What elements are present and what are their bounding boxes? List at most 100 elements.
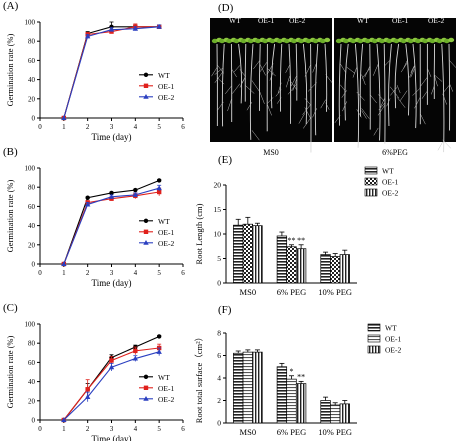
legend-marker-b-oe-1 xyxy=(143,229,149,234)
root-1-3 xyxy=(359,43,364,117)
data-point-b-wt-4 xyxy=(133,187,138,193)
lateral-root-0-11-2 xyxy=(287,84,297,95)
legend-marker-c-oe-1 xyxy=(143,385,149,390)
lateral-root-0-5-1 xyxy=(251,130,260,141)
bar-f-ms0-oe-1 xyxy=(242,351,253,424)
y-tick-label-e-20: 20 xyxy=(214,181,222,190)
legend-swatch-e-oe-1 xyxy=(364,177,378,186)
lateral-root-1-9-0 xyxy=(399,90,408,102)
cotyledon-right-0-15 xyxy=(324,37,331,43)
lateral-root-0-14-1 xyxy=(307,82,317,92)
legend-marker-a-oe-1 xyxy=(143,83,149,88)
y-tick-label-b-20: 20 xyxy=(28,241,36,249)
data-point-a-oe-2-1 xyxy=(61,115,67,120)
lateral-root-1-14-1 xyxy=(442,139,452,149)
x-tick-label-b-0: 0 xyxy=(38,269,42,277)
x-tick-label-f-10-peg: 10% PEG xyxy=(318,427,352,437)
legend-label-b-oe-2: OE-2 xyxy=(158,239,174,248)
x-tick-label-b-4: 4 xyxy=(134,269,138,277)
x-tick-label-f-6-peg: 6% PEG xyxy=(277,427,307,437)
legend-label-c-wt: WT xyxy=(158,373,170,382)
lateral-root-1-1-2 xyxy=(342,101,348,112)
bar-f-6-peg-wt xyxy=(276,366,288,424)
series-line-a-wt xyxy=(63,26,160,119)
x-tick-label-f-ms0: MS0 xyxy=(240,427,257,437)
lateral-root-0-4-2 xyxy=(240,76,246,85)
lateral-root-0-6-0 xyxy=(259,92,265,104)
legend-swatch-e-oe-2 xyxy=(364,188,378,197)
lateral-root-1-4-0 xyxy=(361,67,371,79)
legend-marker-a-oe-2 xyxy=(143,94,149,99)
legend-label-b-oe-1: OE-1 xyxy=(158,228,174,237)
root-1-2 xyxy=(354,43,360,148)
legend-label-a-oe-1: OE-1 xyxy=(158,82,174,91)
lateral-root-0-3-2 xyxy=(233,65,241,73)
lateral-root-0-10-0 xyxy=(289,80,298,91)
root-1-6 xyxy=(383,43,386,144)
y-tick-label-a-40: 40 xyxy=(28,76,36,84)
x-axis-title-c: Time (day) xyxy=(92,434,132,441)
significance-mark-e-0: ** xyxy=(288,236,296,245)
root-0-4 xyxy=(244,43,247,102)
lateral-root-1-14-0 xyxy=(437,141,443,151)
root-0-11 xyxy=(295,43,298,101)
data-point-b-oe-1-5 xyxy=(156,189,162,195)
lateral-root-0-10-1 xyxy=(286,75,290,88)
x-tick-label-a-1: 1 xyxy=(62,123,66,131)
data-point-c-wt-5 xyxy=(156,334,162,339)
legend-swatch-f-oe-2 xyxy=(367,345,381,354)
panel-label-b: (B) xyxy=(3,146,18,158)
root-1-9 xyxy=(405,43,410,116)
bar-e-ms0-wt xyxy=(233,224,244,284)
lateral-root-0-3-1 xyxy=(232,83,241,94)
y-tick-label-c-100: 100 xyxy=(25,321,36,329)
condition-label-peg: 6%PEG xyxy=(382,148,408,157)
x-tick-label-b-1: 1 xyxy=(62,269,66,277)
lateral-root-1-5-2 xyxy=(372,63,379,76)
lateral-root-0-7-1 xyxy=(259,61,268,72)
y-tick-label-c-0: 0 xyxy=(32,417,36,425)
legend-label-c-oe-2: OE-2 xyxy=(158,395,174,404)
root-0-9 xyxy=(279,43,283,112)
y-tick-label-a-20: 20 xyxy=(28,95,36,103)
root-0-6 xyxy=(258,43,261,111)
lateral-root-0-1-2 xyxy=(214,67,224,75)
lateral-root-1-3-1 xyxy=(361,74,366,85)
root-1-5 xyxy=(376,43,381,141)
legend-marker-a-wt xyxy=(143,72,149,78)
data-point-b-wt-2 xyxy=(85,195,90,200)
y-tick-label-b-100: 100 xyxy=(25,165,36,173)
legend-swatch-f-wt xyxy=(367,323,381,332)
y-tick-label-a-80: 80 xyxy=(28,38,36,46)
lateral-root-1-15-1 xyxy=(442,85,450,93)
y-axis-title-a: Germination rate (%) xyxy=(5,33,15,106)
y-tick-label-b-0: 0 xyxy=(32,261,36,269)
x-tick-label-b-2: 2 xyxy=(86,269,90,277)
lateral-root-1-8-2 xyxy=(390,87,398,96)
root-0-14 xyxy=(314,43,319,136)
legend-label-e-wt: WT xyxy=(382,167,394,176)
data-point-c-oe-1-3 xyxy=(109,358,114,363)
lateral-root-0-14-0 xyxy=(312,108,317,118)
data-point-c-oe-2-5 xyxy=(156,349,162,354)
lateral-root-1-12-1 xyxy=(427,68,432,78)
lateral-root-1-3-0 xyxy=(361,108,370,119)
lateral-root-1-0-0 xyxy=(340,84,346,92)
lateral-root-0-13-0 xyxy=(303,117,311,129)
lateral-root-0-3-0 xyxy=(239,69,246,77)
lateral-root-1-5-1 xyxy=(373,127,379,136)
data-point-b-wt-5 xyxy=(156,178,162,183)
legend-label-b-wt: WT xyxy=(158,217,170,226)
x-tick-label-a-3: 3 xyxy=(110,123,114,131)
lateral-root-0-8-0 xyxy=(266,63,274,75)
y-tick-label-c-60: 60 xyxy=(28,359,36,367)
lateral-root-0-8-1 xyxy=(267,97,274,104)
lateral-root-1-8-1 xyxy=(396,85,401,94)
x-tick-label-b-3: 3 xyxy=(110,269,114,277)
lateral-root-1-10-1 xyxy=(410,69,415,78)
genotype-label-wt-1: WT xyxy=(229,16,241,25)
lateral-root-1-2-1 xyxy=(352,67,357,78)
lateral-root-0-9-1 xyxy=(275,89,282,97)
data-point-c-oe-2-3 xyxy=(108,364,115,370)
panel-label-a: (A) xyxy=(3,0,19,12)
